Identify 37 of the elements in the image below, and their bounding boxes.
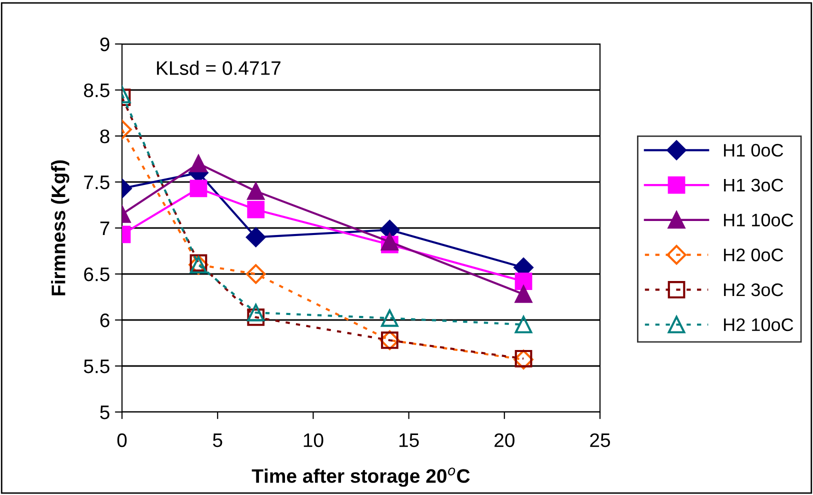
point [514,286,532,303]
legend-label: H1 3oC [724,178,784,192]
point [247,182,265,200]
legend-label: H2 0oC [724,248,784,262]
point [514,272,532,290]
y-tick-label: 5.5 [84,360,110,374]
x-tick-label: 0 [117,433,127,448]
annotation: KLsd = 0.4717 [157,60,280,75]
x-tick-label: 10 [304,433,324,448]
point [246,264,266,284]
point [380,309,398,327]
point [190,154,208,172]
point [190,180,208,198]
y-tick-label: 5 [100,406,110,420]
point [514,316,532,334]
y-tick-label: 8.5 [84,83,110,98]
y-tick-label: 9 [100,37,110,52]
legend-label: H2 3oC [724,283,784,296]
x-axis-title: Time after storage 20$^{o}$C [252,468,470,487]
y-tick-label: 6.5 [84,267,110,282]
point [247,200,265,218]
point [247,304,265,322]
point [380,233,398,250]
x-tick-label: 25 [590,433,610,448]
x-tick-label: 20 [494,433,514,448]
y-tick-label: 7.5 [84,176,110,190]
point [247,308,265,326]
y-axis-title: Firmness (Kgf) [51,160,70,296]
legend-label: H1 0oC [724,144,784,157]
point [246,227,266,248]
x-tick-label: 15 [399,434,419,448]
y-tick-label: 7 [100,222,110,236]
x-tick-label: 5 [212,434,222,448]
legend-label: H2 10oC [724,318,794,332]
y-tick-label: 6 [100,313,110,328]
legend-label: H1 10oC [724,214,794,226]
y-tick-label: 8 [100,129,110,144]
